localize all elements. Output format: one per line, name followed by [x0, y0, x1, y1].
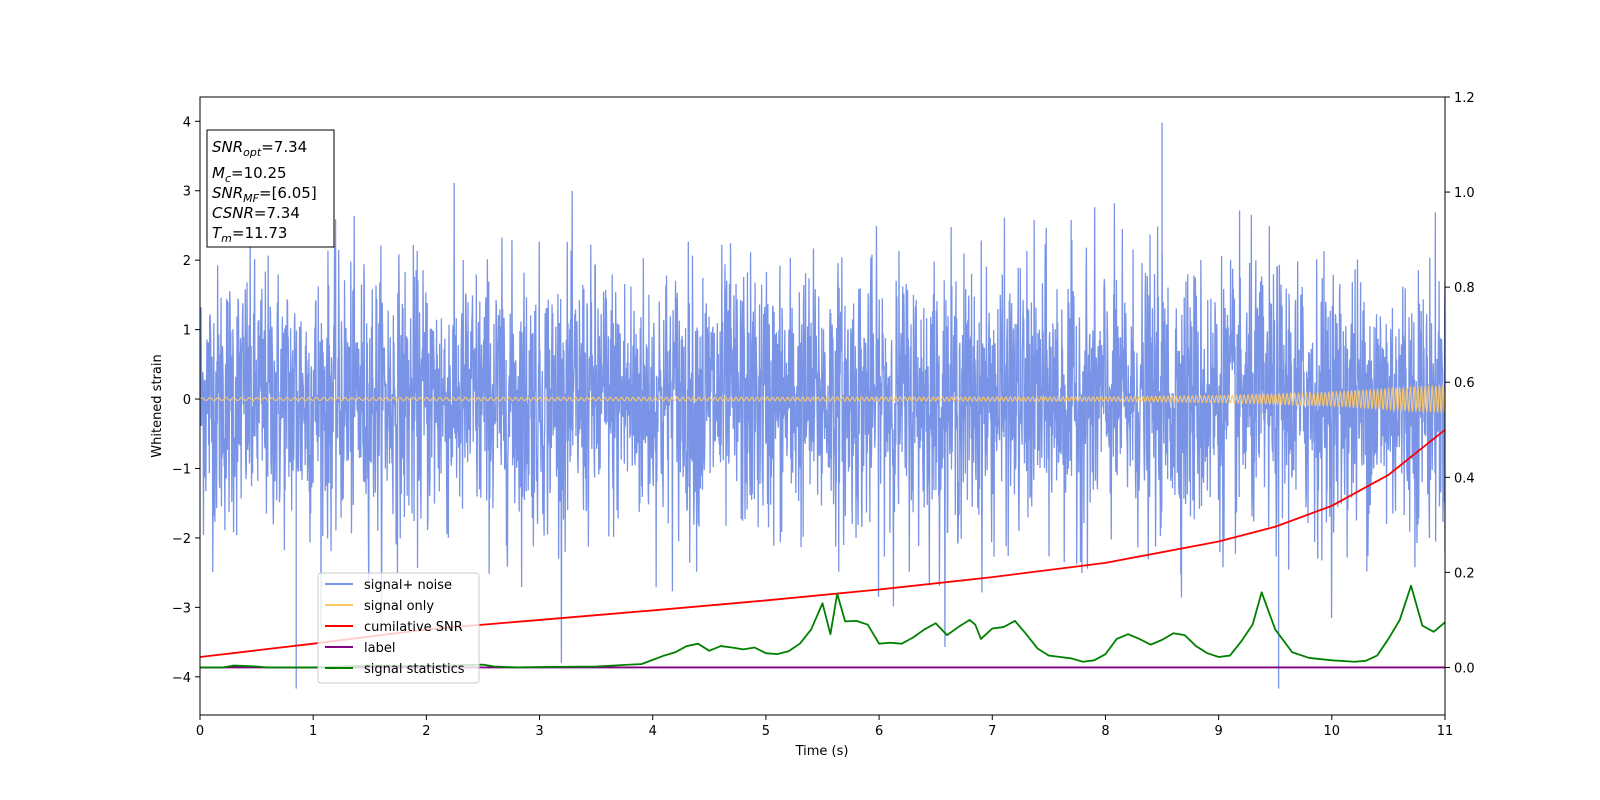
legend-entry-signal-noise: signal+ noise — [325, 578, 452, 593]
legend-label-signal-noise: signal+ noise — [364, 578, 452, 593]
y-tick-label: 0 — [183, 393, 191, 408]
stat-mc: Mc=10.25 — [212, 164, 287, 185]
x-tick-label: 5 — [762, 724, 770, 739]
legend: signal+ noise signal only cumilative SNR… — [317, 572, 480, 684]
legend-entry-signal-only: signal only — [325, 599, 434, 614]
legend-entry-cumulative-snr: cumilative SNR — [325, 620, 463, 635]
y-tick-label: −4 — [172, 671, 191, 686]
x-axis-title: Time (s) — [795, 744, 849, 759]
x-tick-label: 8 — [1101, 724, 1109, 739]
y-tick-label: 1 — [183, 324, 191, 339]
x-tick-label: 0 — [196, 724, 204, 739]
stat-snr-opt: SNRopt=7.34 — [212, 138, 307, 159]
series-signal-noise-line — [200, 183, 1445, 663]
x-tick-label: 4 — [649, 724, 657, 739]
y2-tick-label: 1.2 — [1454, 91, 1475, 106]
legend-entry-label: label — [325, 641, 395, 656]
y-tick-label: −2 — [172, 532, 191, 547]
legend-label-label: label — [364, 641, 395, 656]
axis-ticks: 0 1 2 3 4 5 6 7 8 9 10 11 −4 −3 −2 −1 0 1 2 3 4 0.0 0.2 0.4 0.6 0… — [172, 91, 1475, 739]
y-tick-label: −1 — [172, 462, 191, 477]
y2-tick-label: 1.0 — [1454, 186, 1475, 201]
series-signal-statistics-line — [200, 584, 1445, 669]
stat-csnr: CSNR=7.34 — [212, 204, 300, 222]
legend-label-signal-statistics: signal statistics — [364, 662, 465, 677]
legend-label-cumulative-snr: cumilative SNR — [364, 620, 463, 635]
stat-snr-mf: SNRMF=[6.05] — [212, 184, 317, 205]
y2-tick-label: 0.2 — [1454, 566, 1475, 581]
legend-entry-signal-statistics: signal statistics — [325, 662, 465, 677]
y-tick-label: 2 — [183, 254, 191, 269]
y2-tick-label: 0.4 — [1454, 471, 1475, 486]
series-signal-only-line — [200, 383, 1445, 415]
x-tick-label: 3 — [535, 724, 543, 739]
y-tick-label: 4 — [183, 115, 191, 130]
axes-frame — [199, 96, 1446, 716]
x-tick-label: 11 — [1437, 724, 1454, 739]
y2-tick-label: 0.6 — [1454, 376, 1475, 391]
stat-tm: Tm=11.73 — [212, 224, 287, 245]
y2-tick-label: 0.0 — [1454, 661, 1475, 676]
x-tick-label: 6 — [875, 724, 883, 739]
legend-label-signal-only: signal only — [364, 599, 434, 614]
y-axis-title: Whitened strain — [150, 354, 165, 457]
x-tick-label: 1 — [309, 724, 317, 739]
x-tick-label: 2 — [422, 724, 430, 739]
x-tick-label: 7 — [988, 724, 996, 739]
x-tick-label: 9 — [1214, 724, 1222, 739]
stats-box: SNRopt=7.34 Mc=10.25 SNRMF=[6.05] CSNR=7… — [206, 129, 335, 248]
y-tick-label: 3 — [183, 185, 191, 200]
y-tick-label: −3 — [172, 601, 191, 616]
y2-tick-label: 0.8 — [1454, 281, 1475, 296]
x-tick-label: 10 — [1324, 724, 1341, 739]
